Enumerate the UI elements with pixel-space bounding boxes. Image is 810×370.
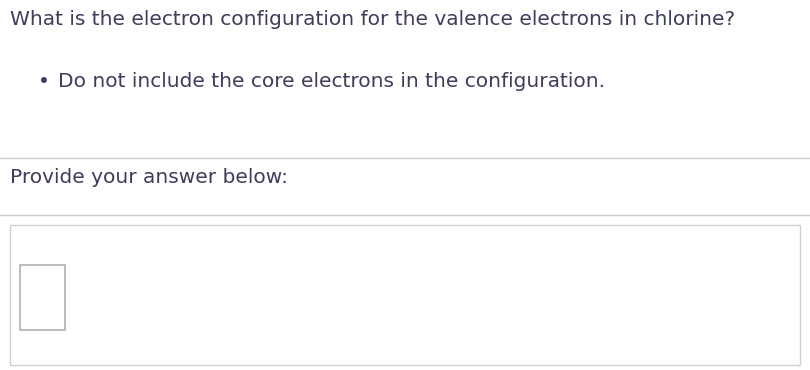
FancyBboxPatch shape xyxy=(10,225,800,365)
Text: Provide your answer below:: Provide your answer below: xyxy=(10,168,288,187)
Text: Do not include the core electrons in the configuration.: Do not include the core electrons in the… xyxy=(58,72,605,91)
Text: What is the electron configuration for the valence electrons in chlorine?: What is the electron configuration for t… xyxy=(10,10,735,29)
FancyBboxPatch shape xyxy=(20,265,65,330)
Text: •: • xyxy=(38,72,50,91)
